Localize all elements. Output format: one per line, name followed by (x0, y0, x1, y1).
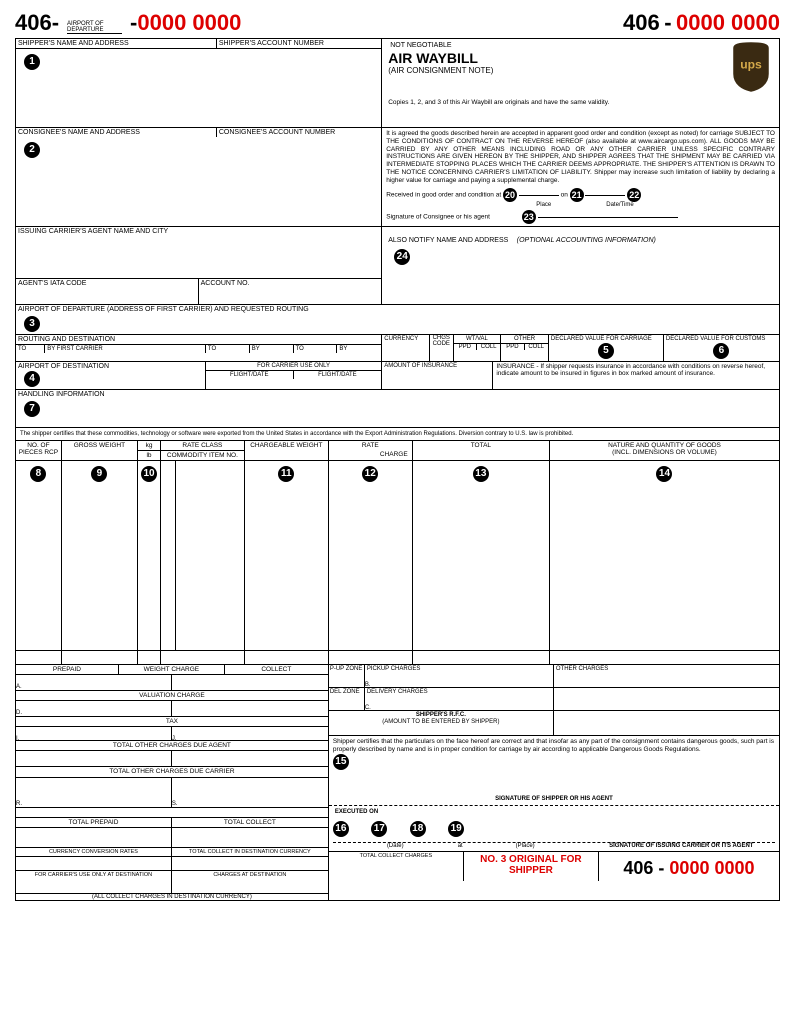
badge-6: 6 (713, 343, 729, 359)
insurance-note: INSURANCE - If shipper requests insuranc… (493, 362, 779, 380)
air-waybill-form: 0267231 ASIA 11/12 PRD 406 - AIRPORT OF … (0, 0, 795, 911)
badge-12: 12 (362, 466, 378, 482)
badge-23: 23 (522, 210, 536, 224)
export-cert: The shipper certifies that these commodi… (16, 428, 779, 441)
sig-shipper-label: SIGNATURE OF SHIPPER OR HIS AGENT (333, 795, 775, 803)
badge-1: 1 (24, 54, 40, 70)
badge-20: 20 (503, 188, 517, 202)
handling-label: HANDLING INFORMATION (16, 390, 779, 399)
badge-19: 19 (448, 821, 464, 837)
badge-9: 9 (91, 466, 107, 482)
badge-3: 3 (24, 316, 40, 332)
badge-17: 17 (371, 821, 387, 837)
issuing-carrier-label: ISSUING CARRIER'S AGENT NAME AND CITY (16, 227, 381, 236)
badge-16: 16 (333, 821, 349, 837)
badge-2: 2 (24, 142, 40, 158)
badge-18: 18 (410, 821, 426, 837)
copies-note: Copies 1, 2, and 3 of this Air Waybill a… (388, 99, 773, 107)
doc-prefix-right: 406 (623, 10, 660, 35)
badge-8: 8 (30, 466, 46, 482)
executed-on-label: EXECUTED ON (333, 808, 775, 816)
dangerous-goods-cert: Shipper certifies that the particulars o… (333, 738, 775, 754)
decl-carriage-label: DECLARED VALUE FOR CARRIAGE (549, 335, 663, 343)
badge-11: 11 (278, 466, 294, 482)
main-form: SHIPPER'S NAME AND ADDRESS SHIPPER'S ACC… (15, 38, 780, 901)
badge-22: 22 (627, 188, 641, 202)
badge-15: 15 (333, 754, 349, 770)
sig-issuing-label: SIGNATURE OF ISSUING CARRIER OR ITS AGEN… (588, 843, 775, 849)
consignee-name-label: CONSIGNEE'S NAME AND ADDRESS (16, 128, 216, 137)
badge-4: 4 (24, 371, 40, 387)
badge-5: 5 (598, 343, 614, 359)
terms-text: It is agreed the goods described herein … (386, 130, 775, 185)
ups-logo-icon: ups (729, 41, 773, 93)
doc-num-bottom: 0000 0000 (669, 858, 754, 878)
shipper-acct-label: SHIPPER'S ACCOUNT NUMBER (217, 39, 381, 48)
doc-zeros-left: 0000 0000 (137, 10, 241, 36)
consignee-acct-label: CONSIGNEE'S ACCOUNT NUMBER (217, 128, 381, 137)
doc-prefix-left: 406 (15, 10, 52, 36)
badge-7: 7 (24, 401, 40, 417)
badge-14: 14 (656, 466, 672, 482)
amt-insurance-label: AMOUNT OF INSURANCE (382, 362, 492, 370)
airport-dep-label: AIRPORT OF DEPARTURE (ADDRESS OF FIRST C… (16, 305, 779, 314)
badge-13: 13 (473, 466, 489, 482)
air-waybill-title: AIR WAYBILL (388, 50, 493, 66)
badge-10: 10 (141, 466, 157, 482)
airport-departure-label: AIRPORT OF DEPARTURE (67, 21, 122, 34)
original-for-shipper: NO. 3 ORIGINAL FOR SHIPPER (464, 854, 598, 876)
doc-zeros-right: 0000 0000 (676, 10, 780, 35)
also-notify-label: ALSO NOTIFY NAME AND ADDRESS (386, 236, 510, 245)
goods-table-body: 8 9 10 11 12 13 14 (16, 461, 779, 651)
not-negotiable: NOT NEGOTIABLE (388, 41, 493, 50)
received-label: Received in good order and condition at (386, 191, 501, 198)
routing-label: ROUTING AND DESTINATION (16, 335, 381, 345)
airport-dest-label: AIRPORT OF DESTINATION (16, 362, 205, 371)
air-waybill-subtitle: (AIR CONSIGNMENT NOTE) (388, 66, 493, 75)
goods-table-header: NO. OF PIECES RCP GROSS WEIGHT kglb RATE… (16, 441, 779, 461)
goods-table-totals (16, 651, 779, 665)
charges-section: PREPAID WEIGHT CHARGE COLLECT A. VALUATI… (16, 665, 779, 900)
acct-no-label: ACCOUNT NO. (199, 279, 382, 288)
badge-24: 24 (394, 249, 410, 265)
badge-21: 21 (570, 188, 584, 202)
shipper-name-label: SHIPPER'S NAME AND ADDRESS (16, 39, 216, 48)
decl-customs-label: DECLARED VALUE FOR CUSTOMS (664, 335, 779, 343)
svg-text:ups: ups (740, 58, 762, 72)
top-number-row: 406 - AIRPORT OF DEPARTURE - 0000 0000 4… (15, 10, 780, 36)
sig-consignee-label: Signature of Consignee or his agent (386, 213, 490, 220)
agent-iata-label: AGENT'S IATA CODE (16, 279, 198, 288)
